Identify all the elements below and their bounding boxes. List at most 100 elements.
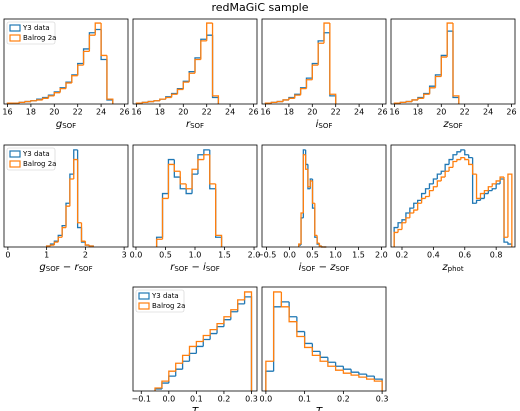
axes-frame bbox=[132, 286, 258, 392]
x-axis-label-part: SOF bbox=[449, 122, 463, 130]
histogram-step bbox=[206, 22, 213, 41]
x-axis-label-part: phot bbox=[448, 265, 464, 273]
histogram-step bbox=[468, 159, 473, 166]
histogram-step bbox=[495, 180, 501, 184]
histogram-step bbox=[71, 75, 78, 83]
histogram-step bbox=[460, 149, 465, 152]
histogram-step bbox=[243, 291, 253, 391]
x-axis-label-part: SOF bbox=[190, 122, 204, 130]
x-axis-label-part: i bbox=[316, 119, 319, 130]
histogram-step bbox=[358, 372, 367, 375]
x-tick-label: 0 bbox=[5, 251, 10, 260]
histogram-step bbox=[397, 222, 402, 228]
x-axis-label: gSOF bbox=[56, 119, 76, 130]
histogram-step bbox=[329, 23, 337, 104]
histogram-step bbox=[300, 212, 304, 245]
histogram-step bbox=[53, 92, 61, 96]
histogram-step bbox=[319, 351, 328, 358]
histogram-step bbox=[80, 222, 86, 242]
histogram-step bbox=[200, 40, 207, 60]
histogram-step bbox=[448, 158, 453, 165]
histogram-step bbox=[401, 219, 406, 223]
x-tick-label: 20 bbox=[49, 108, 59, 117]
histogram-step bbox=[270, 101, 278, 104]
histogram-step bbox=[197, 158, 204, 170]
histogram-step bbox=[73, 158, 78, 179]
x-tick-label: 0.4 bbox=[427, 251, 440, 260]
histogram-step bbox=[230, 309, 238, 317]
x-axis-label-part: r bbox=[186, 119, 191, 130]
legend-swatch bbox=[138, 292, 150, 300]
axes-frame bbox=[3, 18, 129, 105]
histogram-step bbox=[82, 50, 90, 66]
histogram-step bbox=[319, 355, 328, 362]
histogram-step bbox=[299, 87, 307, 96]
legend-box bbox=[135, 289, 185, 313]
histogram-step bbox=[243, 296, 253, 391]
x-tick-label: −0.5 bbox=[257, 251, 276, 260]
histogram-step bbox=[317, 42, 324, 66]
histogram-step bbox=[211, 23, 220, 104]
histogram-step bbox=[365, 374, 375, 377]
histogram-step bbox=[230, 311, 238, 320]
histogram-step bbox=[173, 164, 181, 172]
x-tick-label: 0.1 bbox=[298, 395, 311, 404]
histogram-step bbox=[365, 377, 375, 380]
x-axis-label-part: SOF bbox=[62, 122, 76, 130]
x-tick-label: 24 bbox=[96, 108, 106, 117]
x-tick-label: 26 bbox=[377, 108, 387, 117]
histogram-step bbox=[203, 149, 210, 155]
histogram-step bbox=[84, 241, 90, 246]
x-tick-label: 26 bbox=[506, 108, 516, 117]
histogram-step bbox=[350, 369, 359, 373]
histogram-step bbox=[444, 163, 450, 172]
histogram-step bbox=[18, 101, 26, 104]
x-tick-label: 20 bbox=[178, 108, 188, 117]
histogram-step bbox=[475, 174, 481, 200]
histogram-step bbox=[106, 59, 114, 104]
histogram-step bbox=[311, 64, 319, 80]
x-tick-label: 18 bbox=[26, 108, 36, 117]
histogram-step bbox=[334, 362, 344, 367]
histogram-step bbox=[303, 331, 313, 345]
histogram-step bbox=[491, 188, 497, 191]
histogram-step bbox=[479, 197, 485, 201]
histogram-step bbox=[452, 31, 460, 104]
histogram-step bbox=[168, 370, 176, 382]
histogram-step bbox=[440, 170, 446, 175]
histogram-step bbox=[161, 192, 169, 238]
histogram-step bbox=[405, 217, 410, 223]
histogram-step bbox=[448, 166, 453, 172]
histogram-step bbox=[468, 154, 473, 159]
histogram-step bbox=[327, 357, 336, 363]
histogram-step bbox=[188, 345, 197, 356]
x-axis-label-part: T bbox=[316, 406, 323, 411]
histogram-step bbox=[440, 176, 446, 181]
x-tick-label: 1 bbox=[44, 251, 49, 260]
histogram-step bbox=[170, 93, 178, 98]
histogram-step bbox=[317, 40, 324, 64]
x-axis-label-part: err bbox=[322, 409, 332, 411]
legend-label: Y3 data bbox=[22, 150, 50, 158]
histogram-step bbox=[191, 173, 198, 194]
x-axis-label: rSOF bbox=[186, 119, 204, 130]
histogram-step bbox=[173, 159, 181, 178]
histogram-step bbox=[272, 306, 282, 372]
histogram-step bbox=[483, 190, 489, 194]
histogram-step bbox=[209, 332, 218, 340]
histogram-step bbox=[417, 97, 424, 100]
histogram-step bbox=[483, 192, 489, 199]
x-tick-label: 24 bbox=[354, 108, 364, 117]
histogram-step bbox=[94, 28, 102, 33]
x-tick-label: 18 bbox=[284, 108, 294, 117]
x-tick-label: 0.1 bbox=[190, 395, 203, 404]
histogram-step bbox=[350, 373, 359, 376]
histogram-step bbox=[185, 183, 193, 190]
histogram-step bbox=[185, 188, 193, 195]
histogram-step bbox=[53, 241, 59, 246]
histogram-step bbox=[413, 202, 418, 209]
histogram-step bbox=[409, 212, 414, 218]
x-axis-label-part: SOF bbox=[301, 265, 315, 273]
axes-frame bbox=[390, 144, 516, 248]
histogram-step bbox=[215, 188, 223, 247]
